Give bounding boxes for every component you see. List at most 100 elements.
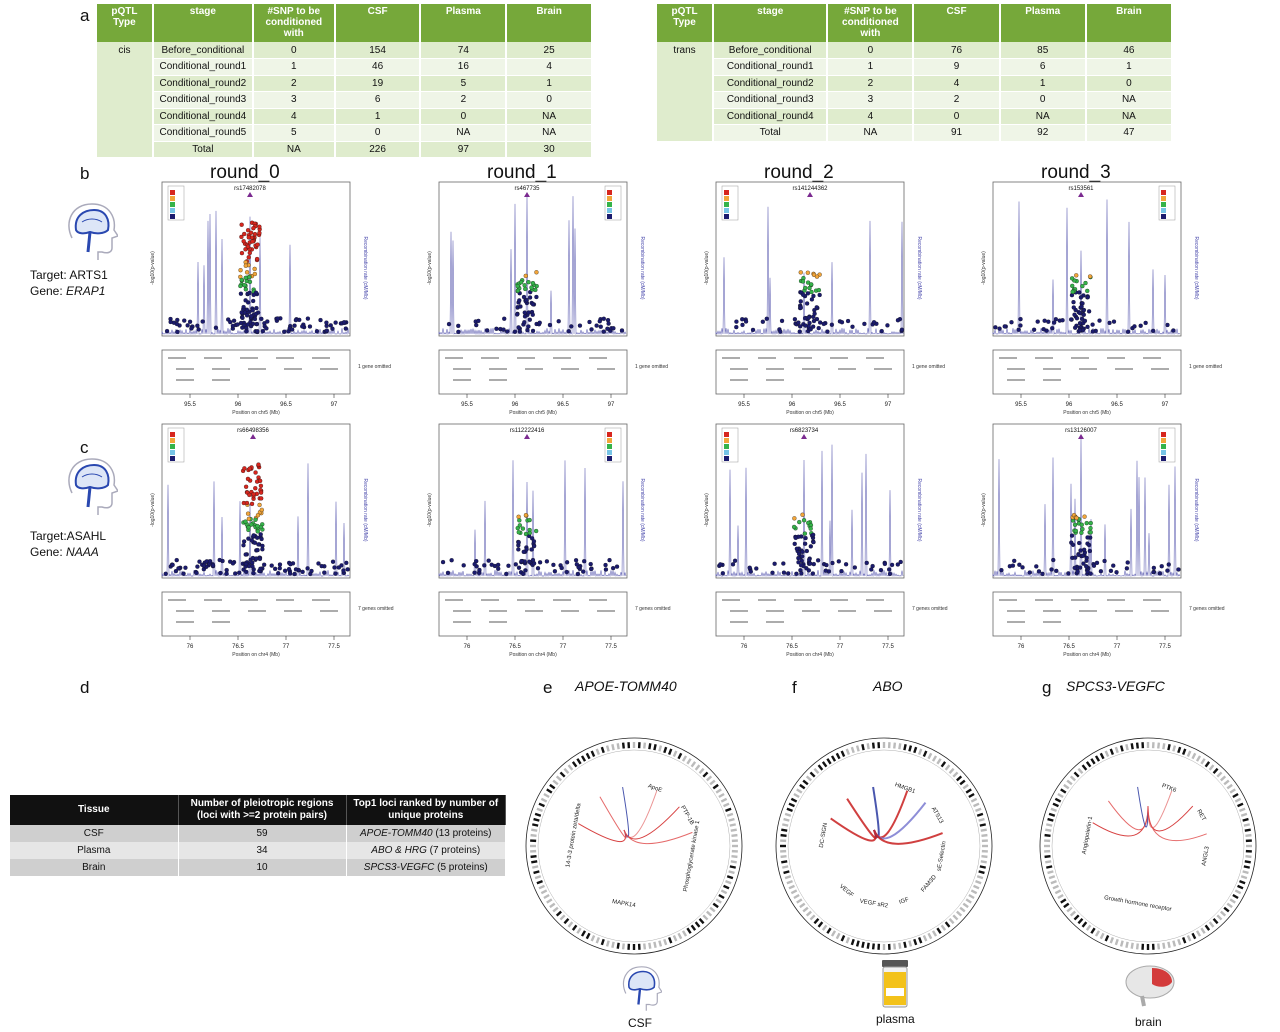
ideogram-band	[725, 807, 732, 813]
ld-legend-swatch	[170, 208, 175, 213]
pqtl-cell: 1	[506, 75, 593, 92]
snp-point	[482, 563, 487, 568]
pqtl-cell: 0	[420, 108, 508, 125]
x-tick-label: 77	[283, 644, 290, 650]
snp-point	[527, 530, 532, 536]
ideogram-band	[968, 792, 975, 799]
ideogram-band	[959, 906, 966, 913]
snp-point	[253, 517, 258, 522]
snp-point	[811, 532, 816, 537]
ideogram-band	[927, 932, 933, 940]
ld-legend-swatch	[607, 444, 612, 449]
pqtl-cell: 0	[827, 42, 915, 59]
snp-point	[796, 320, 801, 325]
snp-point	[251, 492, 256, 497]
pleio-count: 10	[178, 859, 347, 876]
ideogram-band	[559, 914, 566, 921]
ideogram-band	[783, 870, 790, 875]
snp-point	[343, 326, 348, 331]
ideogram-band	[1229, 788, 1236, 794]
round-title-3: round_3	[1041, 162, 1111, 183]
snp-point	[808, 561, 813, 566]
snp-point	[801, 292, 806, 297]
snp-point	[322, 570, 327, 575]
snp-point	[1078, 295, 1084, 300]
y2-axis-label: Recombination rate (cM/Mb)	[639, 478, 645, 541]
ideogram-band	[726, 812, 734, 817]
snp-point	[743, 319, 749, 324]
ideogram-band	[1048, 875, 1056, 880]
ideogram-band	[1054, 797, 1062, 803]
pqtl-cell: 5	[252, 124, 336, 142]
ideogram-band	[1157, 742, 1161, 749]
circos-protein-label: 14-3-3 protein zeta/delta	[565, 802, 582, 868]
ideogram-band	[540, 889, 548, 895]
y-axis-label: -log10(p-value)	[704, 493, 710, 527]
snp-point	[1159, 564, 1164, 569]
ld-legend-swatch	[1161, 202, 1166, 207]
snp-point	[1088, 520, 1093, 526]
snp-point	[895, 318, 901, 323]
ideogram-band	[1172, 745, 1177, 752]
ideogram-band	[571, 761, 578, 768]
snp-point	[247, 279, 253, 285]
snp-point	[518, 280, 524, 285]
snp-point	[254, 305, 259, 311]
snp-point	[574, 562, 580, 567]
circos-plot: HMGB1 ATS13 DC-SIGN sE-Selectin VEGF sR2 VEGF…	[775, 737, 993, 955]
ld-legend-swatch	[607, 456, 612, 461]
ideogram-band	[1073, 914, 1080, 921]
snp-point	[231, 318, 237, 323]
ideogram-band	[549, 783, 556, 790]
brain-region-icon	[1125, 965, 1175, 1007]
ideogram-band	[799, 783, 806, 790]
snp-point	[264, 326, 269, 331]
snp-point	[472, 570, 477, 575]
snp-point	[1088, 530, 1093, 535]
ld-legend-swatch	[1161, 444, 1166, 449]
snp-point	[341, 568, 346, 573]
x-tick-label: 97	[608, 402, 615, 408]
ideogram-band	[585, 752, 591, 760]
snp-point	[175, 329, 180, 335]
pqtl-cell: 16	[420, 58, 508, 76]
ideogram-band	[809, 914, 816, 921]
snp-point	[1077, 540, 1082, 546]
snp-point	[445, 570, 451, 576]
snp-point	[247, 466, 252, 471]
snp-point	[243, 275, 248, 280]
ideogram-band	[1081, 764, 1088, 771]
snp-point	[196, 327, 201, 332]
ld-legend-swatch	[724, 432, 729, 437]
snp-point	[811, 314, 816, 320]
snp-point	[803, 323, 808, 328]
snp-point	[246, 235, 251, 240]
x-tick-label: 95.5	[1015, 402, 1027, 408]
snp-point	[587, 319, 592, 325]
x-tick-label: 76.5	[1063, 644, 1075, 650]
ideogram-band	[538, 884, 545, 890]
circos-inner-ring	[537, 749, 731, 943]
snp-point	[1049, 567, 1054, 572]
snp-point	[247, 250, 252, 256]
snp-point	[1041, 327, 1046, 332]
snp-point	[537, 560, 543, 565]
pqtl-cell: 154	[334, 42, 422, 59]
gene-track	[715, 349, 905, 395]
ideogram-band	[1099, 752, 1105, 760]
ideogram-band	[1172, 940, 1177, 947]
snp-point	[489, 562, 494, 567]
snp-point	[287, 571, 293, 576]
ideogram-band	[931, 755, 938, 762]
snp-point	[594, 323, 599, 328]
ideogram-band	[621, 742, 625, 749]
ld-legend-swatch	[1161, 432, 1166, 437]
x-tick-label: 76	[1018, 644, 1025, 650]
pqtl-cell: 0	[334, 124, 422, 142]
ideogram-band	[1114, 938, 1119, 946]
ideogram-band	[850, 746, 855, 754]
pqtl-cell: NA	[827, 124, 915, 142]
pqtl-cell: 2	[420, 91, 508, 109]
ideogram-band	[780, 833, 787, 837]
ideogram-band	[903, 941, 907, 948]
